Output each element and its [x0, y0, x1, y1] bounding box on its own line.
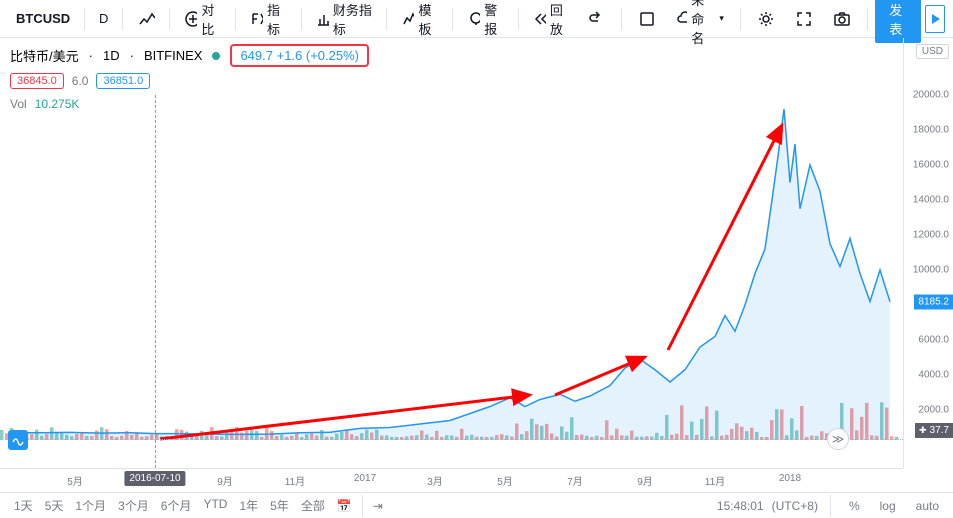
financials-button[interactable]: 财务指标: [307, 0, 380, 42]
rewind-icon: [532, 10, 545, 28]
settings-button[interactable]: [749, 6, 783, 32]
y-tick: 10000.0: [913, 265, 949, 276]
calendar-icon[interactable]: 📅: [331, 497, 358, 515]
publish-button[interactable]: 发表: [875, 0, 921, 43]
x-tick: 5月: [67, 473, 83, 488]
x-tick: 7月: [567, 473, 583, 488]
volume-tag: ✚37.7: [915, 423, 953, 438]
range-button[interactable]: 1年: [233, 495, 264, 516]
alert-button[interactable]: 警报: [459, 0, 512, 42]
templates-button[interactable]: 模板: [393, 0, 446, 42]
y-axis[interactable]: USD 20000.0 18000.0 16000.0 14000.0 12000.0 1…: [903, 38, 953, 468]
wave-icon: [12, 434, 24, 446]
range-button[interactable]: 全部: [295, 495, 331, 516]
fullscreen-button[interactable]: [787, 6, 821, 32]
drawing-tool-icon[interactable]: [8, 430, 28, 450]
goto-icon[interactable]: ⇥: [367, 497, 389, 515]
bottom-bar: 1天5天1个月3个月6个月YTD1年5年全部 📅 ⇥ 15:48:01 (UTC…: [0, 492, 953, 518]
scale-log[interactable]: log: [874, 497, 902, 515]
last-price-tag: 8185.2: [914, 294, 953, 309]
scale-auto[interactable]: auto: [910, 497, 945, 515]
indicators-button[interactable]: 指标: [242, 0, 295, 42]
x-tick: 5月: [497, 473, 513, 488]
x-tick: 2018: [779, 473, 801, 484]
camera-icon: [833, 10, 851, 28]
range-button[interactable]: 3个月: [112, 495, 155, 516]
open-chip: 36845.0: [10, 73, 64, 89]
y-tick: 2000.0: [918, 405, 949, 416]
fx-icon: [250, 10, 263, 28]
y-tick: 16000.0: [913, 160, 949, 171]
clock-time: 15:48:01: [717, 499, 764, 513]
save-button[interactable]: 未命名▾: [668, 0, 732, 51]
y-tick: 12000.0: [913, 230, 949, 241]
range-button[interactable]: 5天: [39, 495, 70, 516]
timezone: (UTC+8): [772, 499, 818, 513]
range-button[interactable]: 1天: [8, 495, 39, 516]
y-tick: 14000.0: [913, 195, 949, 206]
interval-button[interactable]: D: [91, 7, 116, 30]
crosshair-vertical: [155, 95, 156, 468]
sub-header: 36845.0 6.0 36851.0: [0, 73, 953, 95]
dotted-baseline: [10, 439, 903, 440]
x-tick: 3月: [427, 473, 443, 488]
timeframe: 1D: [103, 48, 120, 63]
cloud-icon: [676, 10, 687, 28]
square-icon: [638, 10, 656, 28]
x-tick: 11月: [285, 473, 305, 488]
close-chip: 36851.0: [96, 73, 150, 89]
scroll-right-button[interactable]: ≫: [827, 428, 849, 450]
exchange: BITFINEX: [144, 48, 203, 63]
currency-badge: USD: [916, 44, 949, 59]
chart-bar-icon: [315, 10, 329, 28]
candle-icon: [137, 10, 155, 28]
pair-name: 比特币/美元: [10, 46, 79, 65]
x-tick: 9月: [217, 473, 233, 488]
y-tick: 6000.0: [918, 335, 949, 346]
x-tick: 2016-07-10: [124, 471, 185, 486]
x-axis[interactable]: 5月 2016-07-10 9月 11月 2017 3月 5月 7月 9月 11月 2018: [0, 468, 903, 492]
undo-button[interactable]: [579, 6, 613, 32]
x-tick: 9月: [637, 473, 653, 488]
chevron-down-icon: ▾: [719, 13, 724, 24]
replay-button[interactable]: 回放: [524, 0, 577, 42]
alert-icon: [467, 10, 480, 28]
undo-icon: [587, 10, 605, 28]
y-tick: 20000.0: [913, 90, 949, 101]
scale-percent[interactable]: %: [843, 497, 866, 515]
range-button[interactable]: 6个月: [155, 495, 198, 516]
x-tick: 11月: [705, 473, 725, 488]
camera-button[interactable]: [825, 6, 859, 32]
symbol-button[interactable]: BTCUSD: [8, 7, 78, 30]
layout-button[interactable]: [630, 6, 664, 32]
template-icon: [401, 10, 414, 28]
x-tick: 2017: [354, 473, 376, 484]
mid-value: 6.0: [72, 74, 89, 88]
plus-circle-icon: [184, 10, 197, 28]
y-tick: 18000.0: [913, 125, 949, 136]
price-change-box: 649.7 +1.6 (+0.25%): [230, 44, 369, 67]
range-button[interactable]: 1个月: [69, 495, 112, 516]
range-button[interactable]: YTD: [197, 495, 233, 516]
compare-button[interactable]: 对比: [176, 0, 229, 42]
expand-icon: [795, 10, 813, 28]
range-button[interactable]: 5年: [264, 495, 295, 516]
gear-icon: [757, 10, 775, 28]
status-dot: [212, 52, 220, 60]
y-tick: 4000.0: [918, 370, 949, 381]
play-icon: [928, 12, 942, 26]
chart-area[interactable]: ≫: [0, 95, 903, 468]
chart-style-button[interactable]: [129, 6, 163, 32]
top-toolbar: BTCUSD D 对比 指标 财务指标 模板 警报 回放 未命名▾ 发表: [0, 0, 953, 38]
play-button[interactable]: [925, 5, 945, 33]
